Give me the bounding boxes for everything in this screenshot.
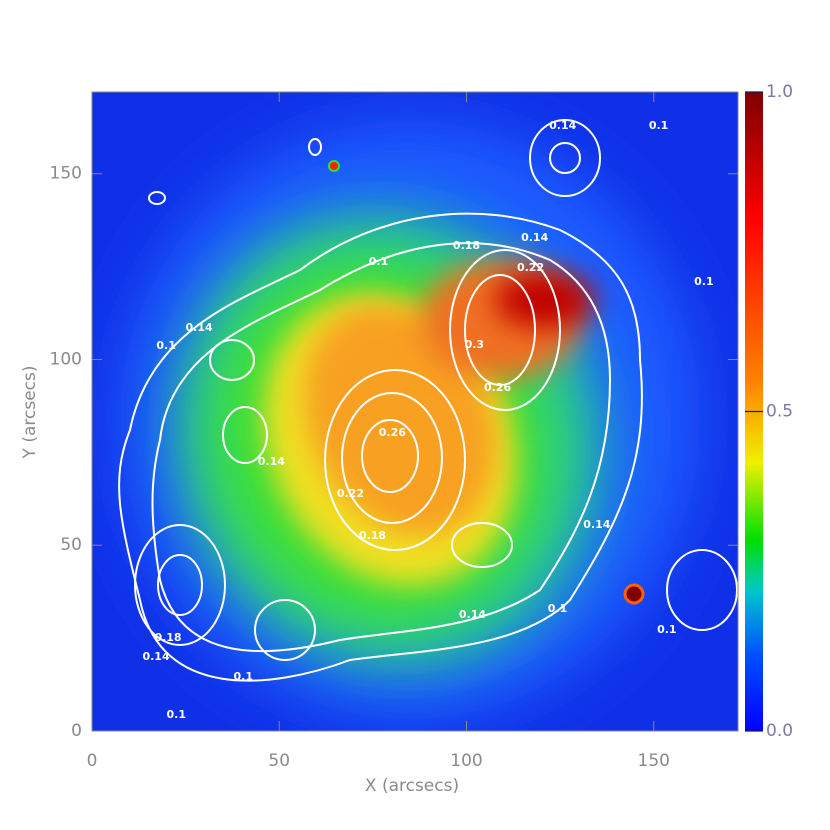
contour-label: 0.14 bbox=[258, 455, 285, 468]
heatmap bbox=[92, 92, 738, 731]
contour-label: 0.18 bbox=[154, 631, 181, 644]
contour-label: 0.18 bbox=[359, 529, 386, 542]
contour-label: 0.1 bbox=[369, 255, 389, 268]
contour-label: 0.1 bbox=[167, 708, 187, 721]
contour-label: 0.14 bbox=[549, 119, 576, 132]
colorbar-tick-label: 0.0 bbox=[766, 721, 793, 741]
plot-frame bbox=[91, 91, 739, 732]
contour-label: 0.1 bbox=[657, 623, 677, 636]
colorbar-tick-label: 1.0 bbox=[766, 82, 793, 102]
x-tick-label: 0 bbox=[87, 751, 98, 771]
colorbar-tick-label: 0.5 bbox=[766, 402, 793, 422]
y-axis-label: Y (arcsecs) bbox=[20, 366, 40, 460]
contour-label: 0.1 bbox=[234, 670, 254, 683]
contour-label: 0.22 bbox=[517, 261, 544, 274]
contour-label: 0.26 bbox=[484, 381, 511, 394]
contour-label: 0.1 bbox=[694, 275, 714, 288]
contour-label: 0.1 bbox=[548, 602, 568, 615]
contour-label: 0.1 bbox=[649, 119, 669, 132]
x-tick-label: 50 bbox=[268, 751, 290, 771]
x-tick-label: 150 bbox=[638, 751, 670, 771]
contour-label: 0.14 bbox=[583, 518, 610, 531]
y-tick-label: 50 bbox=[60, 535, 82, 555]
contour-label: 0.14 bbox=[186, 321, 213, 334]
contour-label: 0.14 bbox=[459, 608, 486, 621]
contour-label: 0.26 bbox=[379, 426, 406, 439]
y-tick-label: 150 bbox=[50, 164, 82, 184]
x-axis-label: X (arcsecs) bbox=[365, 776, 459, 796]
contour-label: 0.14 bbox=[142, 650, 169, 663]
y-tick-label: 100 bbox=[50, 349, 82, 369]
contour-label: 0.14 bbox=[521, 231, 548, 244]
x-tick-label: 100 bbox=[450, 751, 482, 771]
contour-label: 0.18 bbox=[453, 239, 480, 252]
contour-label: 0.3 bbox=[465, 338, 485, 351]
contour-lines bbox=[118, 119, 738, 682]
contour-label: 0.22 bbox=[337, 487, 364, 500]
y-tick-label: 0 bbox=[71, 721, 82, 741]
contour-label: 0.1 bbox=[156, 339, 176, 352]
